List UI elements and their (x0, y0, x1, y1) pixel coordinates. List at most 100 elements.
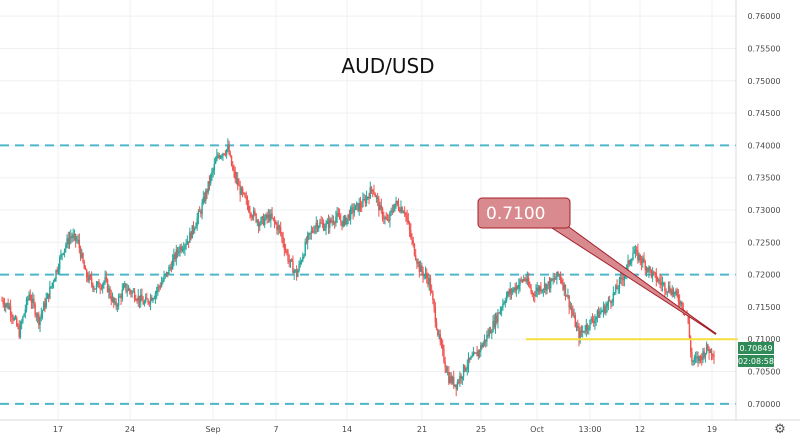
candle-body (101, 284, 104, 289)
candle-body (165, 271, 168, 275)
candle-body (55, 270, 57, 279)
candle-body (229, 154, 232, 156)
candle-body (581, 330, 584, 333)
candle (532, 292, 535, 302)
candle (39, 316, 41, 332)
candle-body (510, 289, 513, 293)
candle-body (710, 349, 713, 355)
candle (160, 276, 163, 288)
candle (38, 311, 40, 330)
candle (165, 271, 168, 278)
candle-body (330, 219, 332, 222)
candle (100, 284, 103, 291)
candle (353, 203, 356, 217)
candle (213, 157, 216, 175)
candle-body (602, 305, 605, 312)
callout-pointer (551, 221, 717, 335)
candle (612, 286, 615, 306)
candle-body (25, 298, 28, 310)
candle (337, 207, 340, 218)
candle (206, 188, 208, 199)
candle-body (202, 197, 205, 204)
x-tick-label: 7 (273, 425, 278, 434)
candle (335, 210, 337, 227)
candle-body (471, 356, 473, 358)
candle (478, 349, 481, 359)
candle-body (523, 278, 525, 282)
candle (60, 249, 62, 260)
candle-body (519, 279, 521, 285)
candle (459, 371, 461, 387)
candle (645, 265, 648, 277)
candle-body (545, 283, 547, 291)
candle (73, 229, 76, 241)
candle-body (541, 290, 543, 292)
candle-body (233, 169, 235, 172)
candle-body (599, 312, 601, 318)
candle (489, 326, 492, 334)
candle-body (219, 156, 222, 158)
candle (233, 164, 235, 178)
candle (432, 290, 434, 305)
candle (171, 254, 174, 270)
candle (116, 303, 119, 313)
candle-body (703, 351, 705, 358)
candle (358, 197, 360, 216)
candle (306, 231, 309, 250)
candle (43, 300, 45, 311)
candle-body (680, 301, 682, 305)
candle-body (606, 303, 608, 308)
candle (541, 289, 543, 294)
candle (136, 298, 138, 304)
settings-gear-icon[interactable]: ⚙ (774, 422, 786, 437)
candle-body (305, 241, 308, 243)
candle-body (483, 339, 486, 344)
candle (428, 274, 430, 291)
candle-body (310, 230, 313, 234)
candle-body (357, 203, 359, 211)
candle-body (88, 275, 90, 281)
candle-body (554, 278, 557, 280)
candle-body (691, 351, 693, 362)
candle-body (56, 270, 58, 272)
callout-box[interactable] (477, 197, 571, 229)
candle-body (395, 200, 397, 204)
candle-body (422, 271, 424, 277)
candle (259, 221, 261, 232)
candle (662, 281, 665, 287)
candle-body (22, 316, 24, 323)
candle-body (297, 270, 299, 277)
candle-body (637, 250, 639, 261)
candle (644, 259, 646, 276)
candle (181, 245, 184, 253)
candle-body (192, 225, 195, 231)
candle (480, 341, 482, 357)
candle-body (4, 304, 7, 307)
candle (676, 287, 678, 298)
candle (105, 271, 108, 283)
candle-body (631, 259, 633, 262)
candle (6, 302, 8, 309)
candle-body (234, 171, 236, 180)
candle-body (30, 299, 33, 303)
candle (670, 288, 672, 296)
candle-body (597, 310, 600, 318)
candle-body (682, 308, 685, 311)
candle (705, 341, 708, 355)
x-tick-label: 13:00 (578, 425, 601, 434)
candle-body (216, 155, 218, 161)
candle-body (426, 273, 428, 279)
candle-body (540, 286, 542, 292)
candle (554, 276, 557, 280)
candle (252, 206, 255, 221)
candle (333, 220, 336, 229)
candle-body (76, 240, 78, 242)
candle-body (203, 197, 206, 202)
candle-body (78, 239, 81, 249)
candle (550, 277, 552, 293)
candle (397, 198, 400, 212)
candle-body (34, 304, 36, 316)
candle-body (349, 208, 352, 220)
candle (89, 273, 92, 281)
